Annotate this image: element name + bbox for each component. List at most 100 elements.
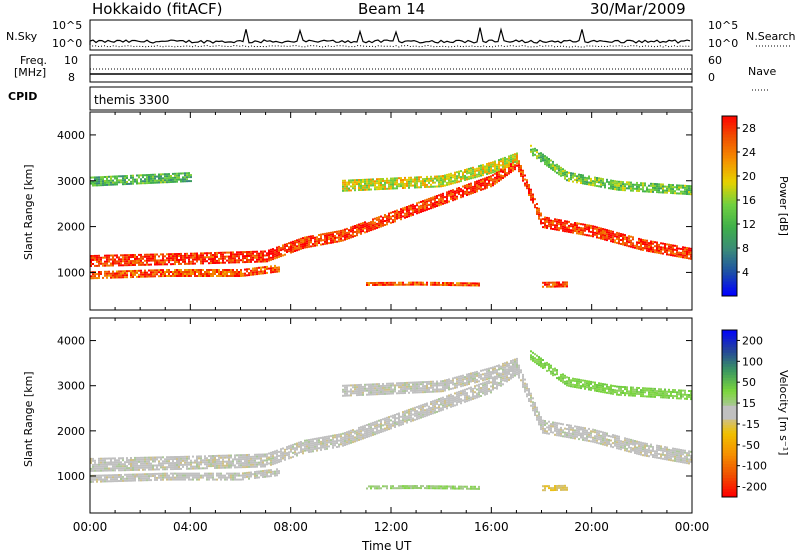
scan-cell <box>416 208 418 211</box>
scan-cell <box>618 236 620 239</box>
scan-cell <box>472 191 474 194</box>
scan-cell <box>514 164 516 167</box>
scan-cell <box>336 436 338 438</box>
scan-cell <box>518 170 520 173</box>
scan-cell <box>342 187 344 190</box>
scan-cell <box>422 385 424 388</box>
scan-cell <box>172 178 174 181</box>
scan-cell <box>192 455 194 458</box>
scan-cell <box>246 253 248 255</box>
scan-cell <box>194 275 196 277</box>
scan-cell <box>312 438 314 441</box>
scan-cell <box>158 275 160 278</box>
scan-cell <box>410 420 412 423</box>
scan-cell <box>416 204 418 207</box>
scan-cell <box>546 226 548 229</box>
scan-cell <box>624 238 626 241</box>
scan-cell <box>212 459 214 461</box>
scan-cell <box>178 174 180 177</box>
scan-cell <box>450 193 452 196</box>
scan-cell <box>228 261 230 264</box>
scan-cell <box>656 247 658 250</box>
scan-cell <box>386 187 388 190</box>
scan-cell <box>386 179 388 182</box>
scan-cell <box>398 416 400 419</box>
scan-cell <box>124 473 126 476</box>
scan-cell <box>412 485 414 488</box>
scan-cell <box>506 164 508 167</box>
scan-cell <box>288 457 290 460</box>
scan-cell <box>102 457 104 460</box>
scan-cell <box>176 462 178 464</box>
scan-cell <box>392 177 394 180</box>
scan-cell <box>492 171 494 174</box>
scan-cell <box>310 440 312 443</box>
scan-cell <box>194 461 196 464</box>
scan-cell <box>406 485 408 488</box>
scan-cell <box>142 464 144 467</box>
scan-cell <box>574 174 576 177</box>
scan-cell <box>422 178 424 181</box>
scan-cell <box>298 242 300 245</box>
scan-cell <box>482 164 484 167</box>
scan-cell <box>348 229 350 232</box>
scan-cell <box>372 485 374 488</box>
scan-cell <box>442 194 444 197</box>
scan-cell <box>366 432 368 434</box>
scan-cell <box>446 381 448 383</box>
scan-cell <box>438 382 440 385</box>
scan-cell <box>446 403 448 406</box>
scan-cell <box>478 165 480 168</box>
scan-cell <box>394 181 396 184</box>
scan-cell <box>650 190 652 193</box>
scan-cell <box>196 260 198 263</box>
scan-cell <box>396 384 398 387</box>
scan-cell <box>370 389 372 392</box>
scan-cell <box>186 465 188 468</box>
scan-cell <box>686 255 688 257</box>
scan-cell <box>198 472 200 475</box>
scan-cell <box>212 472 214 475</box>
scan-cell <box>190 174 192 177</box>
scan-cell <box>344 444 346 446</box>
scan-cell <box>540 212 542 215</box>
scan-cell <box>236 462 238 465</box>
scan-cell <box>374 182 376 185</box>
scan-cell <box>96 178 98 181</box>
scan-cell <box>360 436 362 439</box>
scan-cell <box>250 455 252 458</box>
scan-cell <box>126 461 128 464</box>
scan-cell <box>242 274 244 277</box>
scan-cell <box>324 440 326 443</box>
scan-cell <box>350 429 352 432</box>
scan-cell <box>446 395 448 398</box>
scan-cell <box>260 268 262 271</box>
scan-cell <box>132 473 134 476</box>
scan-cell <box>122 276 124 279</box>
scan-cell <box>676 249 678 252</box>
scan-cell <box>434 382 436 385</box>
scan-cell <box>470 169 472 172</box>
scan-cell <box>392 424 394 427</box>
colorbar-segment <box>722 140 737 144</box>
scan-cell <box>344 386 346 389</box>
scan-cell <box>336 438 338 440</box>
scan-cell <box>364 434 366 437</box>
scan-cell <box>532 150 534 153</box>
scan-cell <box>562 221 564 224</box>
scan-cell <box>510 158 512 161</box>
scan-cell <box>546 218 548 221</box>
scan-cell <box>384 384 386 387</box>
scan-cell <box>500 160 502 163</box>
scan-cell <box>162 261 164 264</box>
scan-cell <box>406 206 408 208</box>
scan-cell <box>290 448 292 451</box>
scan-cell <box>306 443 308 446</box>
scan-cell <box>218 462 220 465</box>
scan-cell <box>408 186 410 189</box>
scan-cell <box>558 227 560 230</box>
scan-cell <box>328 439 330 442</box>
scan-cell <box>234 261 236 264</box>
scan-cell <box>364 231 366 234</box>
scan-cell <box>250 461 252 464</box>
